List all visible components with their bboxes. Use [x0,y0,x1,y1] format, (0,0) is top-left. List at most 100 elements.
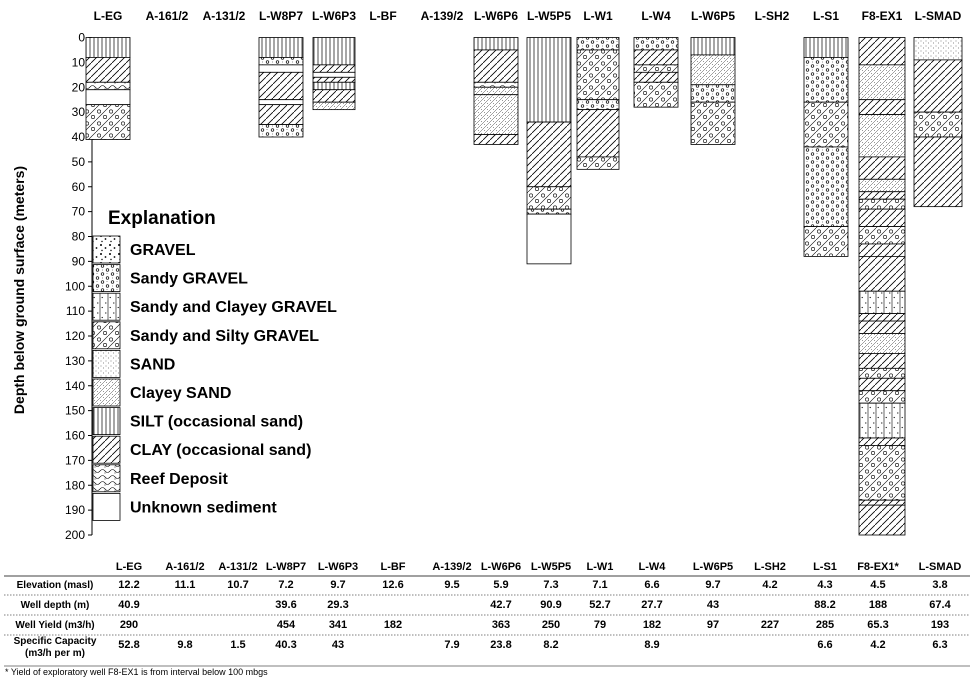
well-header-l-smad: L-SMAD [915,9,962,23]
well-header-l-w8p7: L-W8P7 [259,9,303,23]
table-cell: 11.1 [175,579,196,591]
table-cell: 10.7 [227,579,248,591]
y-tick-label: 10 [72,55,86,69]
table-cell: 341 [329,619,347,631]
table-column-header: L-SH2 [754,561,786,573]
y-axis-label: Depth below ground surface (meters) [11,166,27,414]
layer-clay [858,437,906,446]
layer-clay [858,499,906,506]
layer-sandy-silty-gravel [633,64,679,73]
legend-label-silt: SILT (occasional sand) [130,414,303,431]
legend-swatch-clayey-sand [92,378,121,407]
well-header-a-161-2: A-161/2 [146,9,189,23]
layer-silt [803,37,849,58]
layer-sandy-silty-gravel [858,226,906,245]
legend-label-clay: CLAY (occasional sand) [130,442,311,459]
table-column-header: L-BF [380,561,405,573]
table-column-header: L-W8P7 [266,561,306,573]
layer-clay [858,377,906,392]
well-column-l-w6p5 [690,37,736,145]
y-tick-label: 170 [65,453,85,467]
table-cell: 7.2 [278,579,293,591]
layer-silt [690,37,736,56]
well-header-l-sh2: L-SH2 [755,9,790,23]
well-column-l-smad [913,37,963,208]
layer-clay [526,121,572,188]
legend-swatch-silt [92,407,121,436]
well-header-l-w6p5: L-W6P5 [691,9,735,23]
layer-clay [858,191,906,200]
table-cell: 7.3 [543,579,558,591]
layer-clay [633,71,679,83]
layer-sandy-silty-gravel [858,390,906,404]
legend-swatch-sandy-gravel [92,264,121,293]
table-cell: 42.7 [490,599,511,611]
layer-clay [858,313,906,322]
layer-silt [312,81,356,91]
table-column-header: L-W6P6 [481,561,521,573]
layer-clay [913,59,963,113]
layer-sandy-gravel [690,84,736,103]
layer-unknown [258,99,304,106]
table-cell: 23.8 [490,639,511,651]
well-headers: L-EG A-161/2 A-131/2 L-W8P7 L-W6P3 L-BF A-139/… [94,9,962,23]
y-tick-label: 150 [65,404,85,418]
y-tick-label: 120 [65,329,85,343]
layer-sandy-clayey-gravel [858,402,906,439]
layer-sandy-silty-gravel [85,104,131,140]
table-cell: 454 [277,619,296,631]
table-cell: 65.3 [867,619,888,631]
table-column-header: A-139/2 [432,561,471,573]
well-columns [85,37,963,536]
y-tick-label: 50 [72,155,86,169]
table-cell: 52.8 [118,639,139,651]
well-header-a-139-2: A-139/2 [421,9,464,23]
layer-clay [258,71,304,101]
layer-clayey-sand [858,333,906,354]
legend-title: Explanation [108,208,216,229]
y-tick-label: 30 [72,105,86,119]
table-cell: 27.7 [641,599,662,611]
table-cell: 6.3 [932,639,947,651]
table-cell: 40.3 [275,639,296,651]
layer-clay [858,320,906,334]
y-tick-label: 190 [65,503,85,517]
y-tick-label: 80 [72,230,86,244]
legend: Explanation GRAVEL Sandy GRAVEL Sandy and … [92,208,337,521]
layer-clay [473,49,519,83]
layer-clay [858,99,906,116]
table-cell: 8.9 [644,639,659,651]
y-tick-label: 100 [65,279,85,293]
legend-label-gravel: GRAVEL [130,242,196,259]
legend-label-clayey-sand: Clayey SAND [130,385,231,402]
well-column-l-w6p6 [473,37,519,145]
y-tick-label: 160 [65,429,85,443]
layer-sandy-clayey-gravel [858,290,906,315]
layer-sandy-silty-gravel [858,367,906,379]
y-tick-label: 130 [65,354,85,368]
layer-sandy-gravel [803,146,849,227]
layer-silt [526,37,572,123]
table-column-header: L-S1 [813,561,837,573]
layer-reef [473,81,519,88]
legend-label-reef: Reef Deposit [130,471,228,488]
y-tick-label: 90 [72,254,86,268]
legend-label-sandy-silty-gravel: Sandy and Silty GRAVEL [130,328,319,345]
data-table: * Yield of exploratory well F8-EX1 is fr… [4,561,970,677]
y-tick-label: 40 [72,130,86,144]
layer-unknown [85,89,131,106]
table-cell: 88.2 [814,599,835,611]
layer-sandy-silty-gravel [803,101,849,148]
table-cell: 3.8 [932,579,947,591]
layer-sand [913,37,963,61]
table-cell: 12.2 [118,579,139,591]
table-cell: 4.5 [870,579,885,591]
layer-clay [858,156,906,180]
well-column-l-w4 [633,37,679,108]
legend-label-sandy-clayey-gravel: Sandy and Clayey GRAVEL [130,299,337,316]
layer-clayey-sand [473,86,519,96]
well-header-l-w4: L-W4 [641,9,671,23]
well-header-l-w6p3: L-W6P3 [312,9,356,23]
layer-clay [858,243,906,257]
